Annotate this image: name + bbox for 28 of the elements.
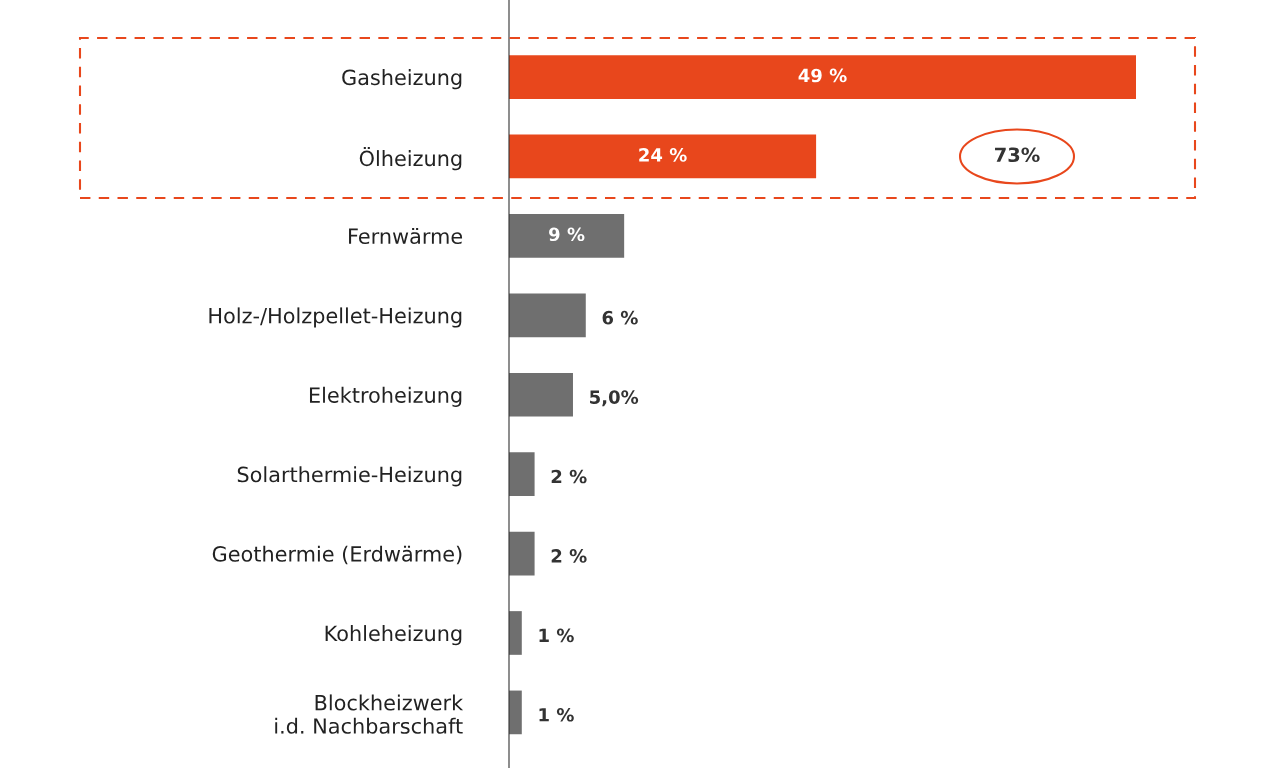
data-label: 24 % — [639, 148, 687, 162]
y-tick-label: Fernwärme — [349, 228, 463, 245]
data-label: 2 % — [551, 549, 587, 563]
bar — [509, 293, 586, 338]
data-label: 5,0% — [590, 390, 639, 407]
y-tick-label: Kohleheizung — [325, 625, 462, 646]
bar — [509, 531, 535, 576]
y-tick-label: Geothermie (Erdwärme) — [212, 545, 462, 565]
data-label: 49 % — [798, 68, 847, 83]
data-label: 9 % — [549, 227, 585, 242]
data-label: 1 % — [539, 707, 574, 722]
data-label: 2 % — [551, 469, 587, 484]
bar — [509, 214, 625, 258]
bar — [509, 372, 573, 417]
y-tick-label: Holz-/Holzpellet-Heizung — [209, 307, 462, 328]
y-tick-label: Ölheizung — [359, 146, 462, 171]
y-tick-label: Blockheizwerk i.d. Nachbarschaft — [275, 694, 464, 734]
annotation: 73% — [995, 147, 1040, 163]
y-tick-label: Gasheizung — [342, 69, 462, 90]
bar — [509, 134, 817, 179]
data-label: 1 % — [539, 628, 574, 643]
bar — [509, 611, 522, 655]
bar — [509, 690, 522, 735]
bar — [509, 452, 535, 496]
y-tick-label: Elektroheizung — [309, 386, 462, 407]
y-tick-label: Solarthermie-Heizung — [237, 466, 462, 487]
data-label: 6 % — [602, 310, 638, 325]
bar — [509, 55, 1136, 99]
